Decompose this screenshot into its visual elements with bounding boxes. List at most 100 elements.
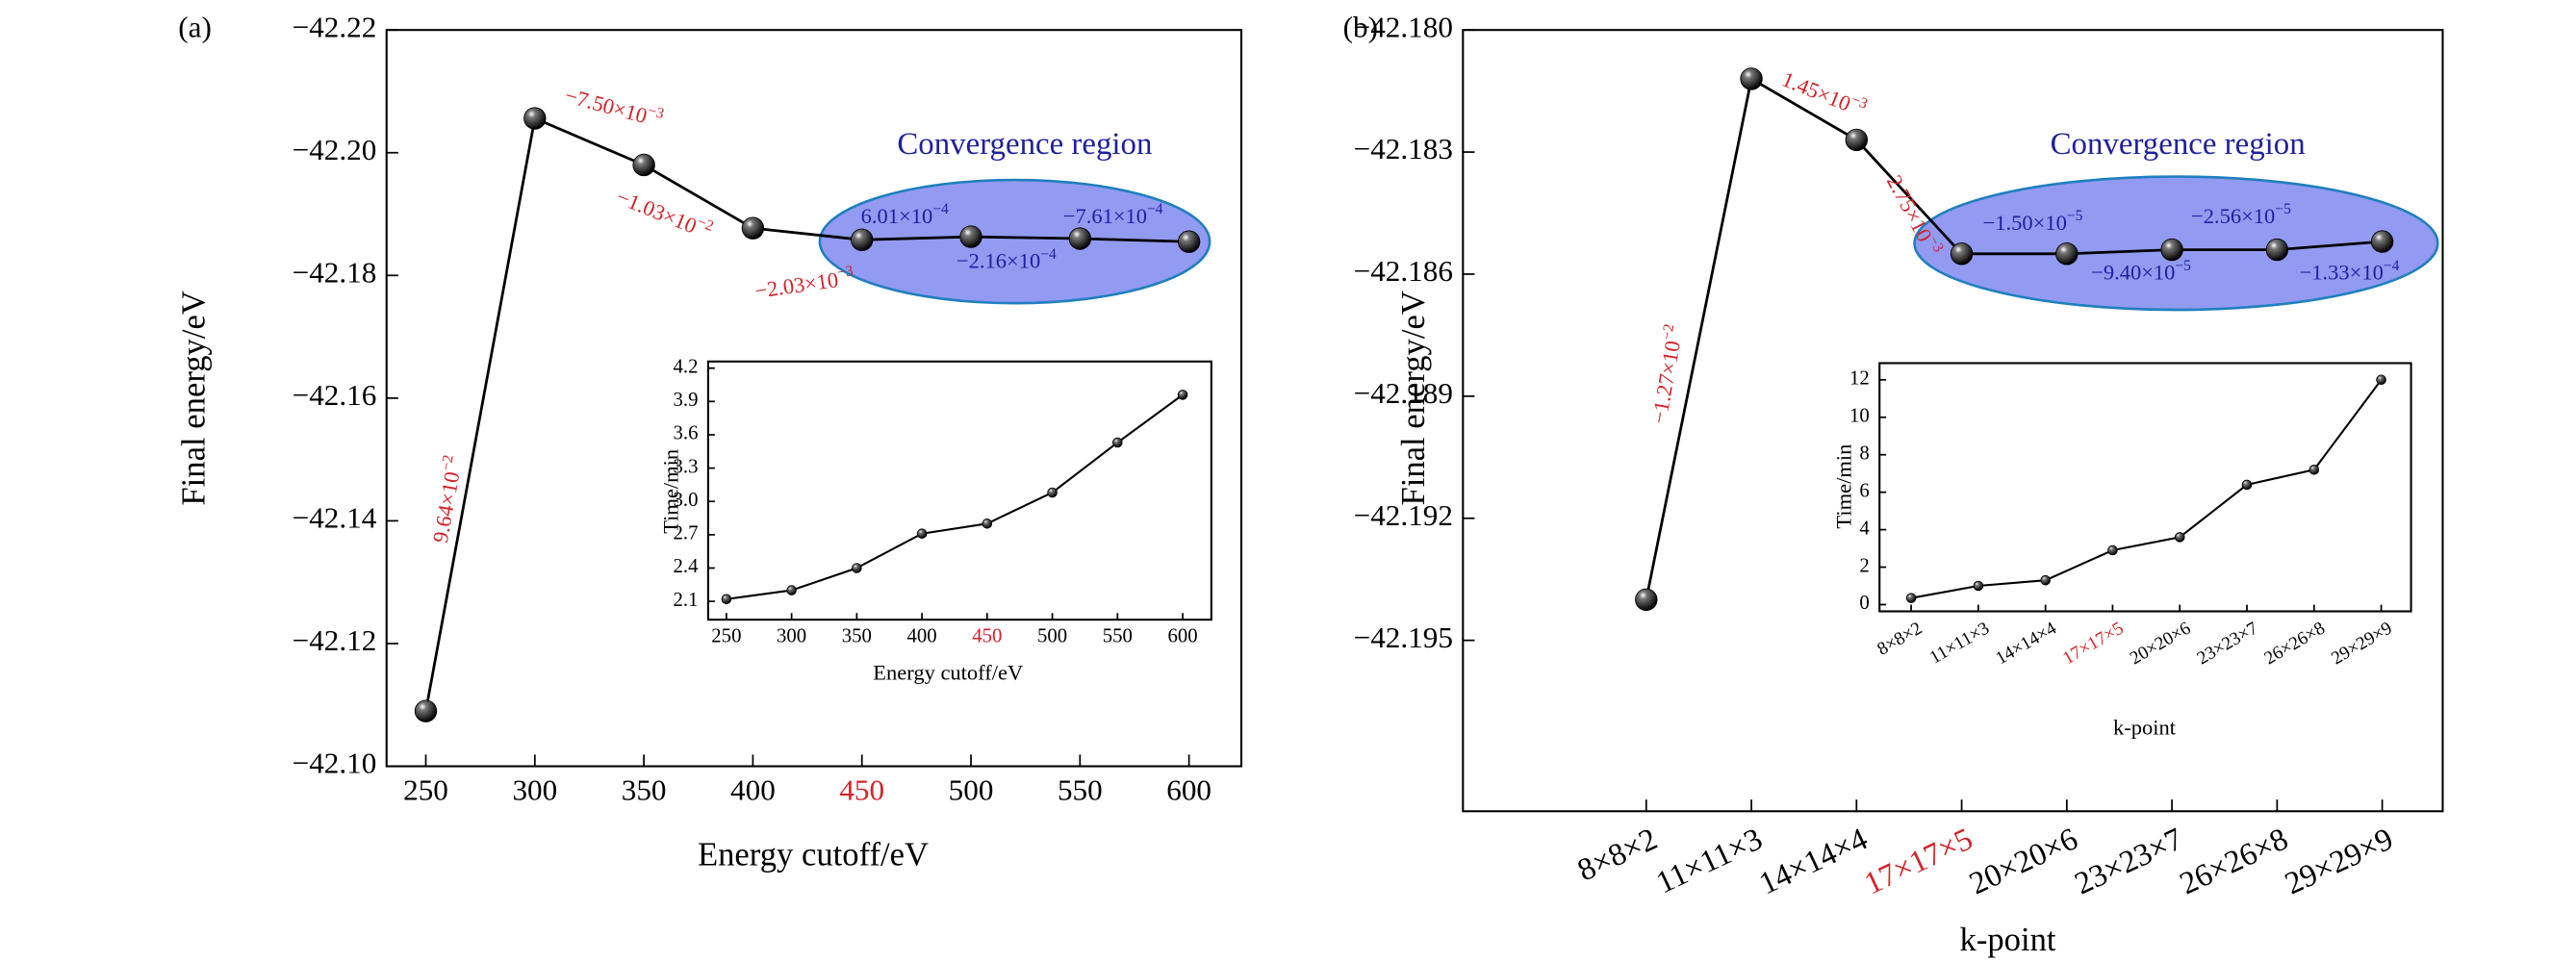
data-point xyxy=(2160,238,2183,262)
x-tick-label: 500 xyxy=(949,773,994,807)
annotation: −7.50×10−3 xyxy=(562,80,666,132)
x-tick-label: 500 xyxy=(1037,625,1067,647)
data-point xyxy=(1112,437,1123,448)
data-point xyxy=(2308,465,2320,475)
annotation-text: 2.75×10 xyxy=(1882,171,1937,246)
x-tick-label: 600 xyxy=(1166,773,1211,807)
y-tick-label: −42.195 xyxy=(1354,620,1453,654)
y-axis-title: Final energy/eV xyxy=(1395,291,1432,505)
x-tick-label: 300 xyxy=(777,625,806,647)
annotation-exponent: −4 xyxy=(932,201,949,217)
x-tick-label: 29×29×9 xyxy=(2280,822,2398,901)
x-tick-label: 17×17×5 xyxy=(2059,619,2127,670)
data-point xyxy=(1973,580,1984,592)
panel-label: (a) xyxy=(178,10,212,43)
y-tick-label: −42.18 xyxy=(293,255,377,289)
annotation-text: −2.03×10 xyxy=(753,267,840,303)
x-tick-label: 8×8×2 xyxy=(1874,619,1926,660)
y-tick-label: 4.2 xyxy=(674,355,699,377)
x-tick-label: 20×20×6 xyxy=(2127,619,2194,670)
y-tick-label: −42.10 xyxy=(293,747,377,780)
data-point xyxy=(1950,242,1974,266)
y-tick-label: −42.183 xyxy=(1354,132,1453,165)
data-point xyxy=(1068,227,1092,250)
annotation-exponent: −3 xyxy=(836,263,854,281)
annotation-text: −2.56×10 xyxy=(2191,204,2275,228)
data-point xyxy=(851,228,874,251)
annotation-text: −1.50×10 xyxy=(1983,211,2067,235)
annotation-exponent: −4 xyxy=(2384,258,2400,274)
data-point xyxy=(2107,544,2118,556)
y-tick-label: 0 xyxy=(1859,592,1869,614)
annotation-exponent: −2 xyxy=(695,214,716,235)
annotation: −7.61×10−4 xyxy=(1063,201,1163,228)
annotation-text: −1.33×10 xyxy=(2300,261,2384,285)
annotation-exponent: −4 xyxy=(1040,246,1057,263)
x-tick-label: 250 xyxy=(403,773,448,807)
annotation-text: −2.16×10 xyxy=(956,249,1040,273)
x-tick-label: 23×23×7 xyxy=(2194,619,2261,670)
data-point xyxy=(2055,242,2079,266)
data-point xyxy=(2376,374,2386,386)
data-point xyxy=(1047,487,1058,498)
convergence-region xyxy=(818,178,1211,305)
x-tick-label: 29×29×9 xyxy=(2328,619,2395,670)
y-tick-label: −42.20 xyxy=(293,133,377,166)
data-point xyxy=(741,216,765,240)
data-point xyxy=(1177,390,1188,400)
x-tick-label: 300 xyxy=(512,773,557,807)
y-tick-label: 3.9 xyxy=(674,389,699,411)
annotation-text: −9.40×10 xyxy=(2091,261,2175,285)
x-axis-title: Energy cutoff/eV xyxy=(698,837,929,873)
y-tick-label: 4 xyxy=(1859,517,1870,539)
y-tick-label: −42.189 xyxy=(1354,376,1453,410)
data-point xyxy=(2265,238,2289,262)
y-tick-label: −42.22 xyxy=(293,10,377,43)
annotation-exponent: −5 xyxy=(2275,201,2291,217)
data-point xyxy=(1177,230,1201,253)
x-tick-label: 23×23×7 xyxy=(2070,822,2188,901)
y-tick-label: −42.180 xyxy=(1354,10,1453,43)
x-tick-label: 450 xyxy=(839,773,884,807)
annotation: −2.56×10−5 xyxy=(2191,201,2291,228)
data-point xyxy=(852,563,862,573)
annotation-exponent: −2 xyxy=(1658,322,1677,341)
x-tick-label: 350 xyxy=(622,773,667,807)
y-tick-label: 8 xyxy=(1859,442,1869,464)
plot-frame xyxy=(1878,362,2412,613)
data-point xyxy=(1740,67,1763,90)
x-tick-label: 600 xyxy=(1167,625,1197,647)
y-tick-label: 3.6 xyxy=(674,422,699,444)
y-tick-label: 2.7 xyxy=(674,522,699,544)
data-point xyxy=(959,225,982,248)
y-axis-title: Time/min xyxy=(1832,444,1856,529)
x-tick-label: 11×11×3 xyxy=(1926,619,1993,669)
annotation-text: 1.45×10 xyxy=(1778,67,1854,116)
region-label: Convergence region xyxy=(897,127,1152,162)
x-tick-label: 26×26×8 xyxy=(2175,822,2293,901)
y-tick-label: −42.16 xyxy=(293,378,377,412)
x-tick-label: 14×14×4 xyxy=(1754,822,1873,901)
annotation: 6.01×10−4 xyxy=(861,201,949,228)
x-axis-title: k-point xyxy=(1960,922,2056,958)
y-tick-label: −42.192 xyxy=(1354,498,1453,532)
x-axis-title: Energy cutoff/eV xyxy=(873,660,1023,684)
annotation-exponent: −3 xyxy=(647,102,667,122)
x-tick-label: 350 xyxy=(842,625,872,647)
x-tick-label: 400 xyxy=(907,625,937,647)
data-line xyxy=(424,116,1189,712)
annotation-text: −1.03×10 xyxy=(613,185,700,239)
annotation: −2.03×10−3 xyxy=(752,263,855,303)
annotation-exponent: −3 xyxy=(1926,233,1948,255)
data-line xyxy=(726,393,1184,600)
y-tick-label: 3.3 xyxy=(674,455,699,477)
region-label: Convergence region xyxy=(2051,127,2306,162)
x-tick-label: 8×8×2 xyxy=(1572,822,1663,888)
annotation-exponent: −5 xyxy=(2175,258,2191,274)
y-tick-label: −42.12 xyxy=(293,623,377,657)
y-tick-label: 2.1 xyxy=(674,589,699,611)
y-tick-label: 10 xyxy=(1849,405,1870,427)
data-point xyxy=(632,153,655,177)
annotation-text: −7.61×10 xyxy=(1063,204,1147,228)
